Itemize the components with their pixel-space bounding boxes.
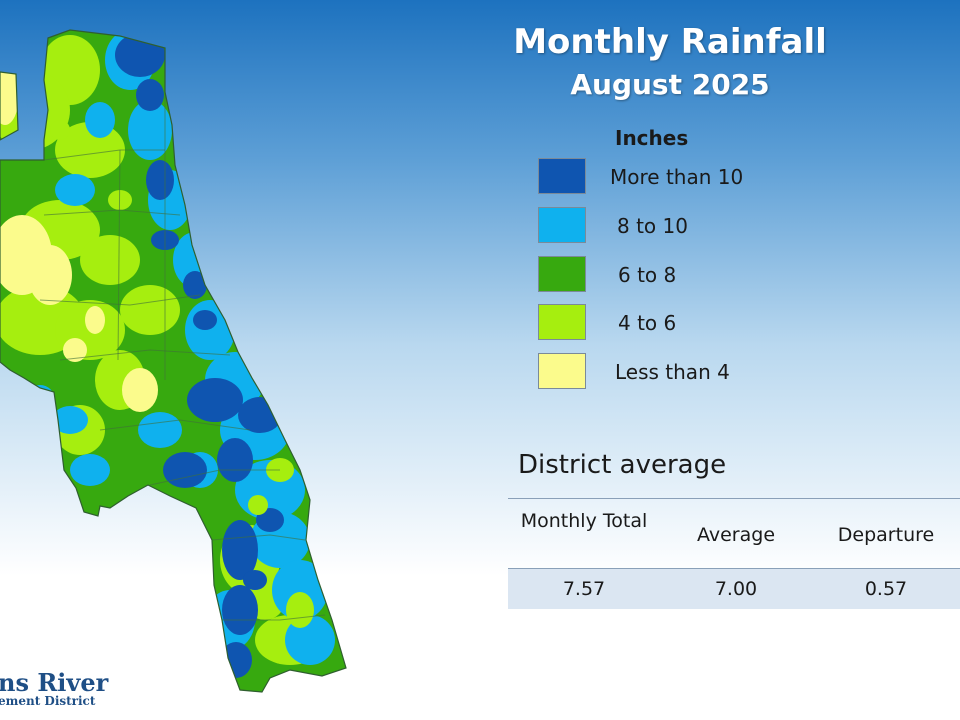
legend-swatch: [538, 353, 586, 389]
column-header-departure: Departure: [837, 524, 935, 546]
legend-label: Less than 4: [615, 360, 730, 384]
legend-swatch: [538, 256, 586, 292]
cell-average: 7.00: [714, 578, 758, 600]
logo-line-2: ement District: [0, 694, 96, 708]
cell-departure: 0.57: [864, 578, 908, 600]
legend-item-6-to-8: 6 to 8: [538, 256, 838, 294]
legend-label: 6 to 8: [618, 263, 677, 287]
legend-swatch: [538, 158, 586, 194]
table-top-rule: [508, 498, 960, 499]
logo-line-1: ns River: [0, 668, 109, 697]
map-subtitle: August 2025: [570, 68, 770, 101]
legend-item-8-to-10: 8 to 10: [538, 207, 838, 245]
legend-label: More than 10: [610, 165, 744, 189]
legend-item-4-to-6: 4 to 6: [538, 304, 838, 342]
map-title: Monthly Rainfall: [513, 22, 827, 62]
table-header-rule: [508, 568, 960, 569]
column-header-average: Average: [696, 524, 776, 546]
legend-swatch: [538, 304, 586, 340]
table-row: [508, 569, 960, 609]
legend-label: 4 to 6: [618, 311, 677, 335]
legend-item-less-than-4: Less than 4: [538, 353, 838, 391]
legend-item-more-than-10: More than 10: [538, 158, 838, 196]
legend-label: 8 to 10: [617, 214, 688, 238]
column-header-monthly-total: Monthly Total: [520, 510, 648, 532]
district-average-title: District average: [518, 450, 727, 480]
legend-title: Inches: [615, 126, 689, 150]
cell-monthly-total: 7.57: [562, 578, 606, 600]
legend-swatch: [538, 207, 586, 243]
